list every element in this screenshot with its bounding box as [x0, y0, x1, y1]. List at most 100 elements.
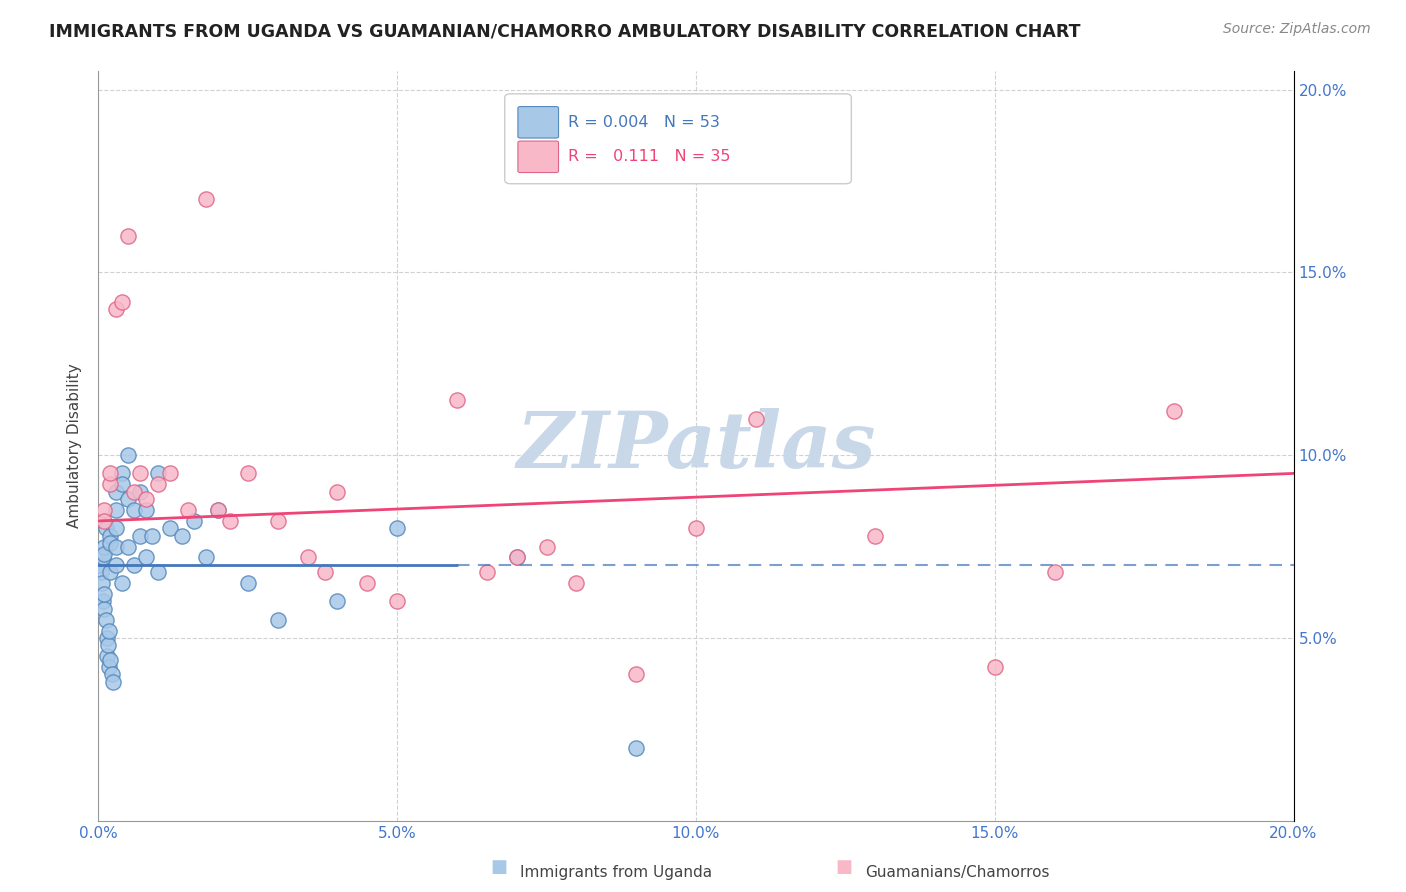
Point: [93, 587, 115, 601]
FancyBboxPatch shape: [505, 94, 852, 184]
Point: [1163, 404, 1185, 418]
Point: [148, 477, 170, 491]
Point: [385, 521, 409, 535]
Point: [94, 521, 117, 535]
Point: [626, 740, 648, 755]
Point: [326, 594, 349, 608]
Point: [93, 514, 115, 528]
Point: [475, 565, 498, 579]
Point: [98, 528, 122, 542]
Point: [129, 528, 152, 542]
Point: [98, 536, 122, 550]
Point: [105, 301, 128, 316]
Point: [135, 550, 157, 565]
Point: [207, 503, 229, 517]
Point: [91, 594, 114, 608]
Point: [172, 528, 194, 542]
Point: [103, 674, 125, 689]
Text: ■: ■: [835, 858, 852, 876]
Text: R =   0.111   N = 35: R = 0.111 N = 35: [568, 149, 731, 164]
Point: [105, 503, 128, 517]
Point: [536, 540, 558, 554]
Point: [117, 491, 139, 506]
Point: [97, 624, 120, 638]
Point: [98, 653, 122, 667]
Point: [96, 613, 118, 627]
Point: [148, 467, 170, 481]
Y-axis label: Ambulatory Disability: Ambulatory Disability: [67, 364, 83, 528]
Point: [98, 565, 122, 579]
Point: [96, 649, 118, 664]
Point: [745, 411, 768, 425]
Point: [1043, 565, 1066, 579]
FancyBboxPatch shape: [517, 141, 558, 172]
FancyBboxPatch shape: [517, 106, 558, 138]
Point: [90, 565, 112, 579]
Point: [111, 477, 134, 491]
Point: [195, 192, 218, 206]
Text: ■: ■: [491, 858, 508, 876]
Point: [91, 576, 114, 591]
Point: [124, 484, 146, 499]
Point: [135, 491, 157, 506]
Point: [356, 576, 378, 591]
Point: [93, 601, 115, 615]
Point: [177, 503, 200, 517]
Point: [89, 558, 111, 572]
Point: [141, 528, 163, 542]
Point: [93, 503, 115, 517]
Point: [117, 228, 139, 243]
Point: [117, 540, 139, 554]
Point: [219, 514, 242, 528]
Point: [105, 484, 128, 499]
Point: [506, 550, 529, 565]
Point: [315, 565, 337, 579]
Point: [236, 576, 259, 591]
Point: [207, 503, 229, 517]
Point: [105, 540, 128, 554]
Point: [93, 547, 115, 561]
Point: [135, 503, 157, 517]
Point: [98, 467, 122, 481]
Point: [626, 667, 648, 681]
Point: [98, 477, 122, 491]
Point: [685, 521, 707, 535]
Point: [97, 638, 120, 652]
Point: [385, 594, 409, 608]
Point: [91, 550, 114, 565]
Text: ZIPatlas: ZIPatlas: [516, 408, 876, 484]
Point: [124, 503, 146, 517]
Point: [565, 576, 588, 591]
Point: [267, 514, 290, 528]
Point: [111, 467, 134, 481]
Point: [100, 667, 122, 681]
Text: R = 0.004   N = 53: R = 0.004 N = 53: [568, 115, 720, 130]
Point: [195, 550, 218, 565]
Point: [111, 294, 134, 309]
Point: [159, 521, 181, 535]
Point: [96, 631, 118, 645]
Text: Source: ZipAtlas.com: Source: ZipAtlas.com: [1223, 22, 1371, 37]
Text: Immigrants from Uganda: Immigrants from Uganda: [520, 865, 713, 880]
Point: [506, 550, 529, 565]
Point: [984, 660, 1007, 674]
Point: [267, 613, 290, 627]
Point: [105, 521, 128, 535]
Point: [865, 528, 887, 542]
Point: [326, 484, 349, 499]
Point: [105, 558, 128, 572]
Text: Guamanians/Chamorros: Guamanians/Chamorros: [865, 865, 1049, 880]
Point: [297, 550, 319, 565]
Point: [124, 558, 146, 572]
Point: [148, 565, 170, 579]
Point: [159, 467, 181, 481]
Point: [236, 467, 259, 481]
Point: [93, 540, 115, 554]
Text: IMMIGRANTS FROM UGANDA VS GUAMANIAN/CHAMORRO AMBULATORY DISABILITY CORRELATION C: IMMIGRANTS FROM UGANDA VS GUAMANIAN/CHAM…: [49, 22, 1081, 40]
Point: [98, 660, 121, 674]
Point: [183, 514, 205, 528]
Point: [111, 576, 134, 591]
Point: [117, 448, 139, 462]
Point: [129, 467, 152, 481]
Point: [446, 393, 468, 408]
